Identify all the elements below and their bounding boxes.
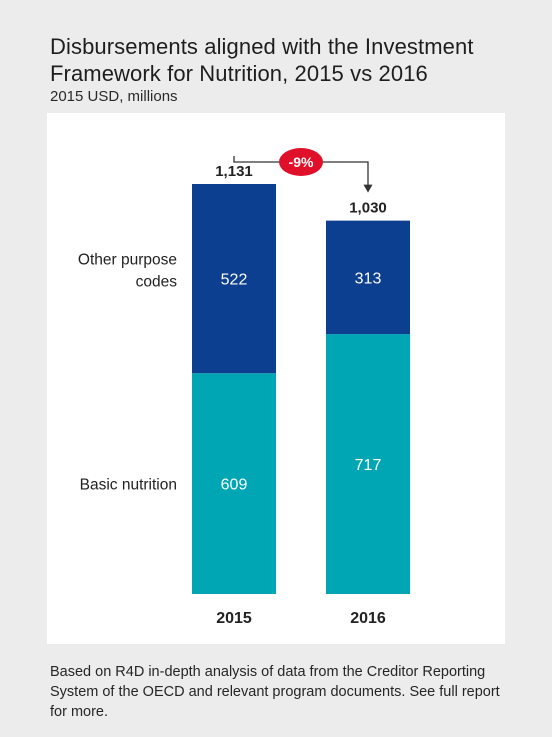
change-badge [279, 148, 323, 176]
total-label-2016: 1,030 [349, 200, 387, 217]
total-label-2015: 1,131 [215, 163, 253, 180]
series-label-basic-nutrition: Basic nutrition [80, 477, 177, 494]
chart-subtitle: 2015 USD, millions [50, 88, 178, 105]
stacked-bar-chart: 609 522 1,131 2015 717 313 1,030 2016 Other purp… [78, 148, 410, 627]
segment-value-label-2015-basic: 609 [221, 477, 248, 494]
change-arrowhead [363, 184, 373, 193]
bar-segment-other-purpose-2016 [326, 220, 410, 335]
footnote: Based on R4D in-depth analysis of data f… [50, 664, 500, 720]
segment-value-label-2016-other: 313 [355, 270, 382, 287]
x-tick-label-2016: 2016 [350, 610, 386, 627]
bar-segment-other-purpose-2015 [192, 184, 276, 374]
chart-title: Disbursements aligned with the Investmen… [50, 33, 530, 87]
bar-segment-basic-nutrition-2016 [326, 334, 410, 594]
segment-value-label-2016-basic: 717 [355, 457, 382, 474]
segment-value-label-2015-other: 522 [221, 272, 248, 289]
chart-title-line-2: Framework for Nutrition, 2015 vs 2016 [50, 61, 428, 86]
chart-panel: 609 522 1,131 2015 717 313 1,030 2016 Other purp… [47, 113, 505, 644]
x-tick-label-2015: 2015 [216, 610, 252, 627]
chart-title-line-1: Disbursements aligned with the Investmen… [50, 34, 474, 59]
change-badge-label: -9% [289, 154, 314, 170]
bar-segment-basic-nutrition-2015 [192, 373, 276, 594]
series-label-other-purpose-line-1: Other purpose [78, 252, 177, 269]
series-label-other-purpose-line-2: codes [136, 274, 178, 291]
